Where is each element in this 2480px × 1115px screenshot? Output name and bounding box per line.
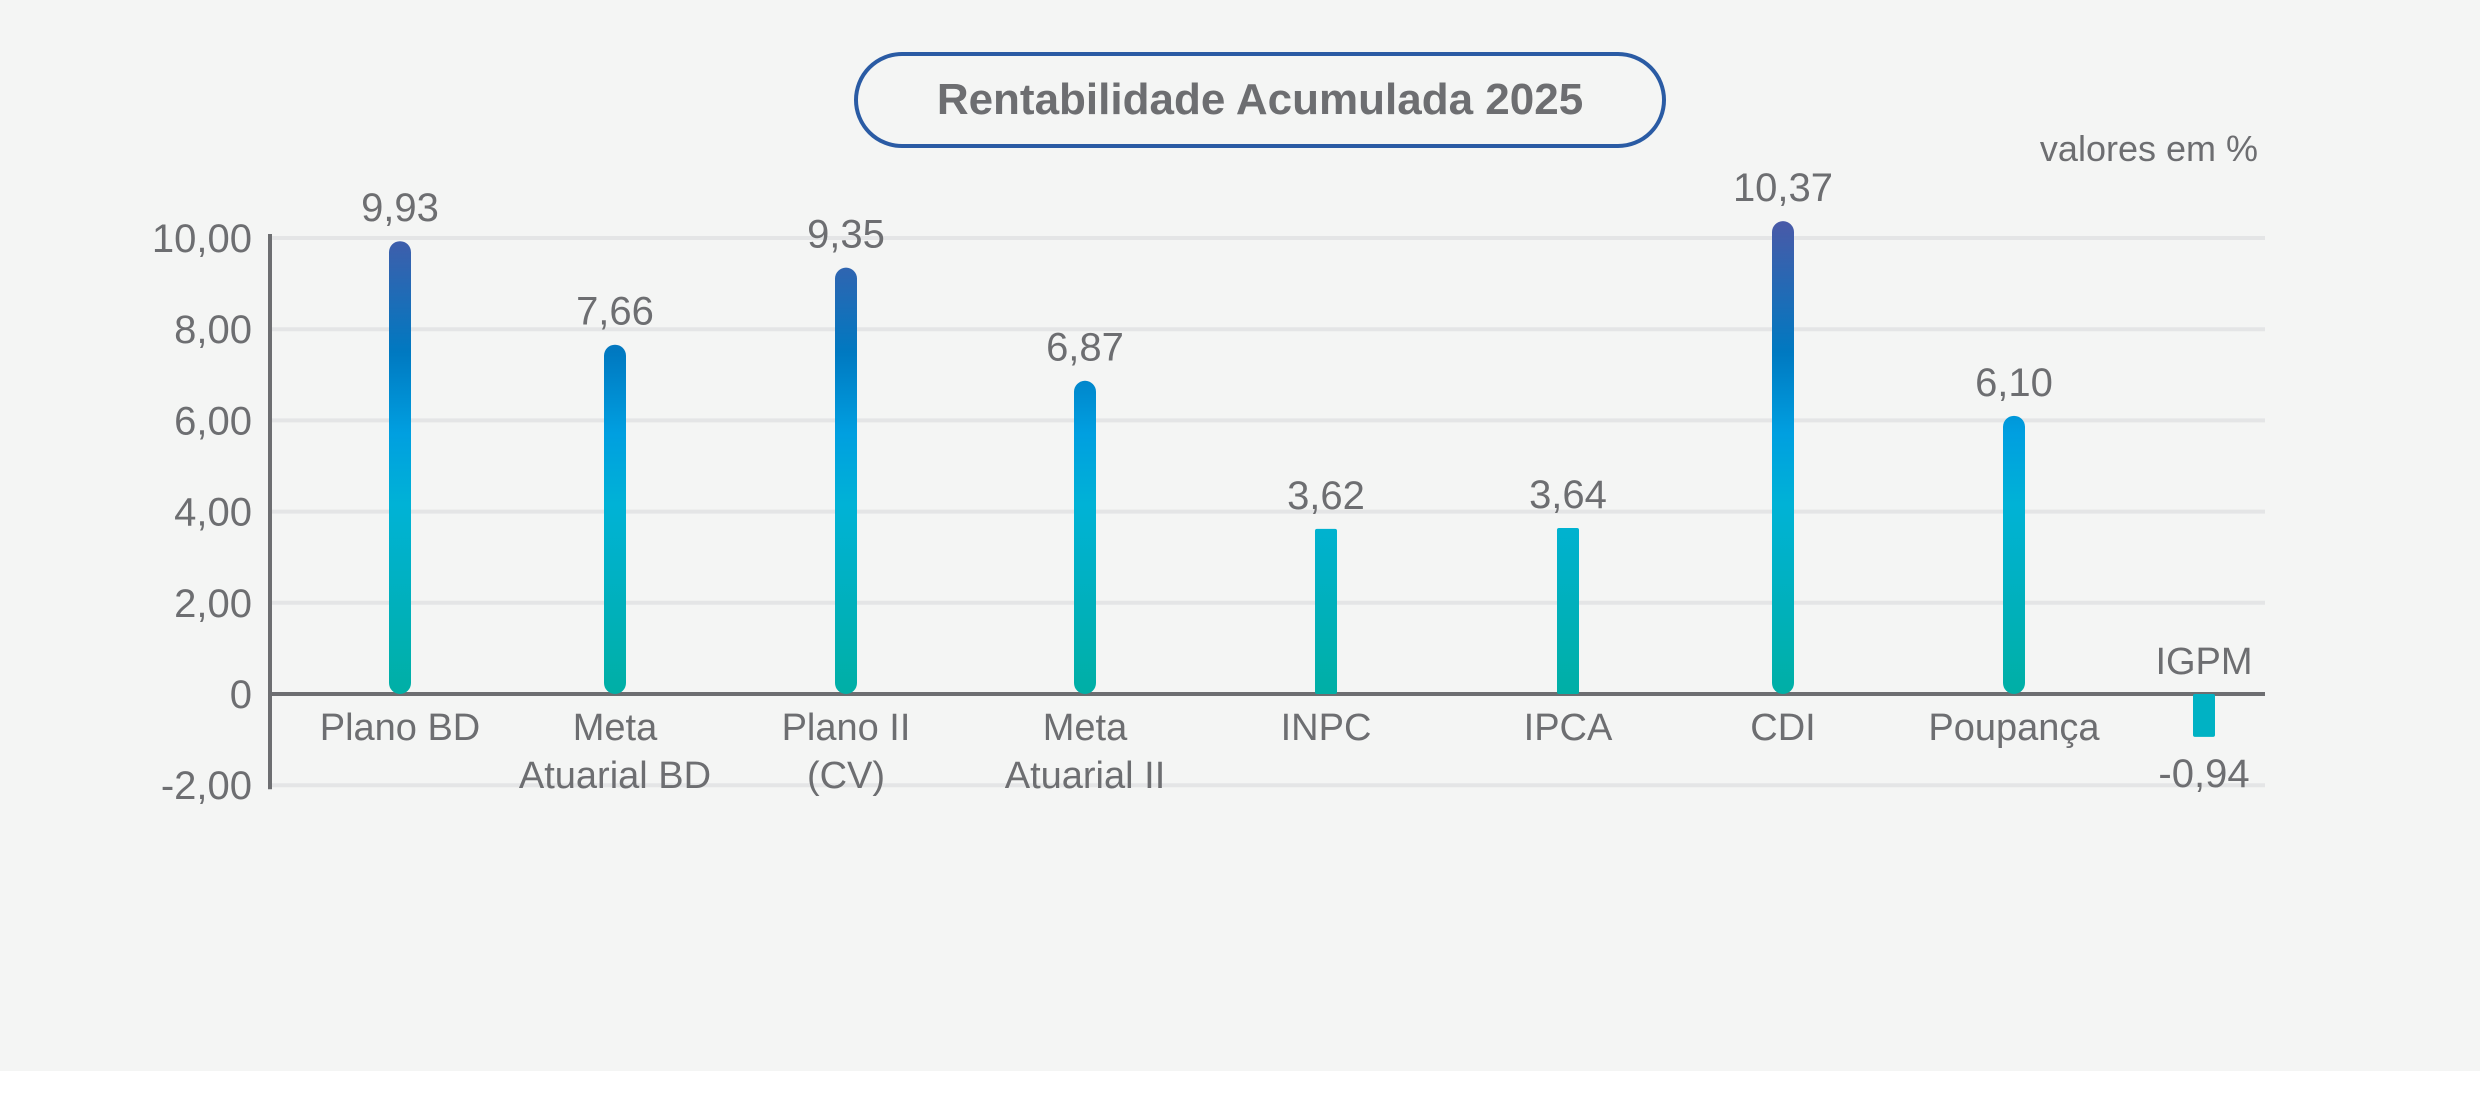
chart-background	[0, 0, 2480, 1071]
bar	[2193, 694, 2215, 737]
bar	[835, 267, 857, 694]
bar	[604, 344, 626, 694]
y-tick-label: -2,00	[161, 764, 252, 808]
x-category-label: IPCA	[1524, 707, 1613, 749]
x-category-label: Atuarial BD	[519, 755, 711, 797]
bar	[2003, 415, 2025, 694]
data-label: 6,87	[1046, 326, 1124, 370]
data-label: 9,93	[361, 186, 439, 230]
x-category-label: Plano BD	[320, 707, 481, 749]
bar	[389, 241, 411, 694]
data-label: 7,66	[576, 290, 654, 334]
bar	[1074, 380, 1096, 694]
y-tick-label: 0	[230, 673, 252, 717]
data-label: 3,64	[1529, 473, 1607, 517]
y-tick-label: 6,00	[174, 399, 252, 443]
units-note: valores em %	[2039, 128, 2258, 169]
y-tick-label: 2,00	[174, 582, 252, 626]
y-tick-label: 4,00	[174, 491, 252, 535]
x-category-label: IGPM	[2155, 641, 2252, 683]
bar	[1772, 221, 1794, 695]
bar	[1557, 528, 1579, 694]
data-label: 10,37	[1733, 166, 1833, 210]
x-category-label: Atuarial II	[1005, 755, 1166, 797]
x-category-label: CDI	[1750, 707, 1815, 749]
bar	[1315, 528, 1337, 694]
x-category-label: INPC	[1281, 707, 1372, 749]
data-label: -0,94	[2158, 752, 2249, 796]
data-label: 3,62	[1287, 474, 1365, 518]
data-label: 9,35	[807, 213, 885, 257]
data-label: 6,10	[1975, 361, 2053, 405]
x-category-label: (CV)	[807, 755, 885, 797]
y-tick-label: 10,00	[152, 217, 252, 261]
x-category-label: Meta	[573, 707, 658, 749]
chart-title: Rentabilidade Acumulada 2025	[854, 52, 1666, 148]
x-category-label: Poupança	[1928, 707, 2100, 749]
x-category-label: Meta	[1043, 707, 1128, 749]
y-tick-label: 8,00	[174, 308, 252, 352]
x-category-label: Plano II	[782, 707, 911, 749]
